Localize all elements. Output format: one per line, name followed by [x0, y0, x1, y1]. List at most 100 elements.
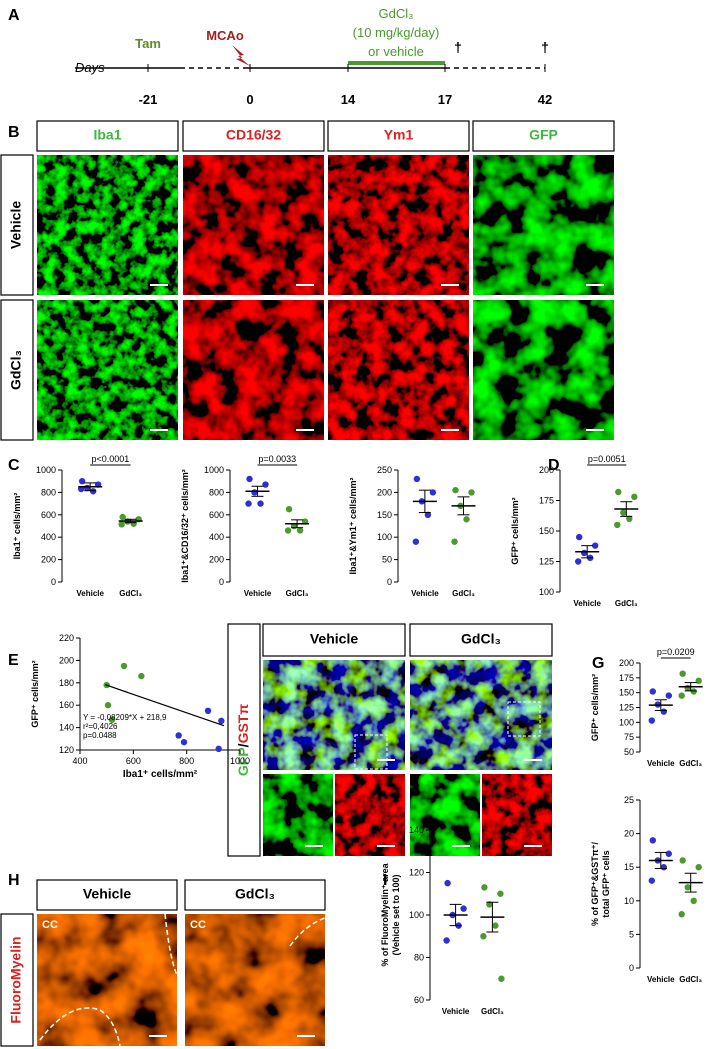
micrograph	[328, 300, 469, 440]
data-point	[576, 533, 583, 541]
tick-label: 0	[246, 92, 253, 107]
panel-label: H	[8, 872, 20, 889]
header-label: Iba1	[93, 127, 121, 143]
treatment-bar	[348, 61, 445, 65]
data-point	[679, 670, 686, 677]
data-point	[631, 493, 638, 501]
y-tick-label: 0	[51, 577, 56, 587]
data-point	[78, 478, 86, 485]
y-tick-label: 20	[624, 829, 634, 839]
data-point	[486, 901, 493, 908]
data-point	[451, 538, 458, 545]
data-point	[296, 527, 304, 534]
header-box	[0, 154, 34, 296]
data-point	[678, 911, 685, 918]
data-point	[690, 897, 697, 904]
data-point	[262, 481, 269, 488]
y-tick-label: 175	[539, 496, 554, 506]
annotation: p=0.0488	[83, 731, 117, 740]
y-tick-label: 50	[382, 555, 392, 565]
data-point	[492, 922, 499, 929]
panel-label: G	[592, 655, 604, 672]
micrograph	[473, 300, 614, 440]
panel-label: A	[8, 7, 20, 24]
event-label: MCAo	[206, 28, 244, 43]
y-axis-label: total GFP⁺ cells	[601, 850, 611, 917]
data-point	[468, 489, 475, 496]
x-tick-label: Vehicle	[573, 599, 601, 608]
y-axis-label: % of FluoroMyelin⁺ area	[380, 862, 390, 966]
data-point	[581, 549, 588, 557]
y-tick-label: 180	[59, 678, 74, 688]
x-tick-label: GdCl₃	[286, 589, 309, 598]
data-point	[251, 489, 258, 496]
stain-part: /	[235, 743, 251, 747]
y-tick-label: 400	[209, 532, 224, 542]
data-point	[649, 688, 656, 695]
micrograph	[473, 155, 614, 295]
micrograph	[37, 155, 178, 295]
y-tick-label: 10	[624, 896, 634, 906]
x-tick-label: GdCl₃	[679, 975, 702, 984]
y-tick-label: 200	[377, 487, 392, 497]
data-point	[575, 558, 582, 565]
header-box	[182, 120, 325, 152]
x-tick-label: Vehicle	[647, 975, 675, 984]
data-point	[120, 662, 128, 670]
micrograph	[410, 774, 480, 856]
data-point	[108, 716, 116, 723]
y-tick-label: 200	[59, 655, 74, 665]
header-label: Vehicle	[310, 631, 358, 647]
data-point	[695, 864, 702, 871]
tick-label: -21	[139, 92, 158, 107]
death-mark: †	[541, 39, 549, 55]
y-tick-label: 150	[377, 510, 392, 520]
y-tick-label: 150	[539, 526, 554, 536]
data-point	[444, 879, 451, 887]
y-tick-label: 100	[377, 532, 392, 542]
x-tick-label: 1000	[230, 756, 250, 766]
y-tick-label: 150	[619, 688, 634, 698]
x-tick-label: GdCl₃	[481, 1007, 504, 1016]
y-tick-label: 600	[41, 510, 56, 520]
header-box	[409, 623, 553, 657]
y-tick-label: 0	[629, 963, 634, 973]
y-tick-label: 175	[619, 673, 634, 683]
event-label: Tam	[135, 36, 161, 51]
y-tick-label: 1000	[204, 465, 224, 475]
y-tick-label: 125	[539, 557, 554, 567]
x-tick-label: Vehicle	[442, 1007, 470, 1016]
header-label: GdCl₃	[235, 886, 275, 902]
data-point	[684, 684, 691, 692]
data-point	[665, 692, 672, 699]
header-label: Vehicle	[83, 886, 131, 902]
header-box	[262, 623, 406, 657]
micrograph	[37, 914, 177, 1046]
panel-label: I	[383, 872, 387, 889]
y-tick-label: 125	[619, 703, 634, 713]
data-point	[104, 702, 112, 709]
header-label: Vehicle	[8, 201, 24, 249]
y-tick-label: 0	[387, 577, 392, 587]
y-tick-label: 600	[209, 510, 224, 520]
panel-label: D	[548, 457, 560, 474]
y-tick-label: 1000	[36, 465, 56, 475]
y-tick-label: 50	[624, 747, 634, 757]
data-point	[460, 905, 467, 912]
data-point	[429, 489, 437, 496]
stain-label: GFP/GSTπ	[235, 704, 251, 776]
annotation: Y = -0,08209*X + 218,9	[83, 713, 167, 722]
data-point	[620, 509, 627, 516]
data-point	[665, 850, 672, 857]
data-point	[649, 837, 656, 844]
boundary	[164, 913, 178, 976]
data-point	[246, 475, 253, 483]
lightning	[232, 45, 250, 66]
data-point	[614, 521, 621, 529]
micrograph	[183, 155, 324, 295]
data-point	[119, 513, 126, 521]
data-point	[481, 884, 488, 891]
y-tick-label: 200	[209, 555, 224, 565]
data-point	[626, 515, 633, 522]
